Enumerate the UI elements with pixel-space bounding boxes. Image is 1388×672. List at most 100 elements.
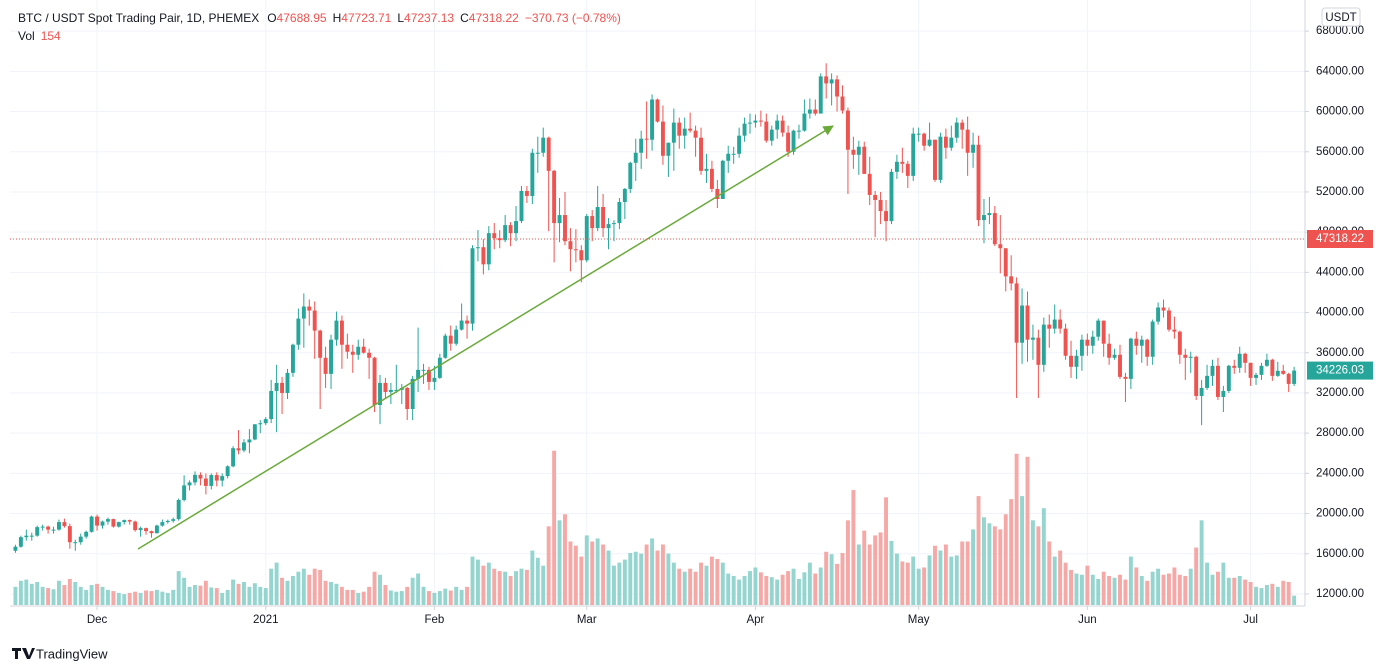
candle-body	[116, 522, 121, 527]
candle-body	[13, 546, 18, 551]
volume-bar	[318, 569, 323, 605]
y-tick-label: 28000.00	[1316, 427, 1364, 439]
volume-bar	[100, 586, 105, 605]
candle-body	[666, 142, 671, 156]
volume-bar	[193, 585, 197, 605]
volume-bar	[154, 589, 159, 605]
candle-body	[829, 79, 834, 84]
volume-bar	[465, 586, 470, 605]
candle-body	[1248, 362, 1253, 378]
volume-bar	[987, 523, 992, 605]
candle-body	[307, 306, 312, 311]
volume-bar	[89, 585, 94, 605]
volume-bar	[557, 520, 562, 605]
candle-body	[459, 320, 464, 330]
legend-value: 47237.13	[404, 11, 454, 25]
volume-bar	[492, 568, 497, 605]
candle-body	[345, 344, 350, 352]
volume-bar	[693, 571, 698, 605]
candle-body	[187, 482, 192, 486]
candle-body	[1096, 320, 1101, 337]
candle-body	[590, 216, 595, 229]
candle-body	[57, 522, 61, 530]
volume-bar	[1047, 541, 1052, 605]
legend: BTC / USDT Spot Trading Pair, 1D, PHEMEX…	[18, 11, 621, 43]
candle-body	[1194, 356, 1199, 396]
candle-body	[628, 162, 633, 189]
volume-bar	[242, 582, 246, 605]
candle-body	[361, 346, 366, 353]
candle-body	[252, 424, 257, 440]
currency-label[interactable]: USDT	[1325, 12, 1356, 24]
y-tick-label: 24000.00	[1316, 467, 1364, 479]
candle-body	[530, 152, 535, 196]
candle-body	[67, 526, 72, 543]
volume-bar	[285, 580, 290, 605]
volume-bar	[894, 553, 899, 605]
volume-bar	[1014, 453, 1019, 605]
volume-bar	[187, 586, 192, 605]
candle-body	[1139, 339, 1144, 346]
volume-bar	[443, 588, 448, 605]
legend-key: C	[460, 11, 469, 25]
candle-body	[655, 99, 660, 122]
candle-body	[524, 190, 529, 196]
candle-body	[699, 137, 703, 171]
volume-bar	[1254, 586, 1258, 605]
candle-body	[1134, 338, 1139, 346]
volume-bar	[323, 580, 328, 605]
volume-bar	[655, 550, 660, 605]
volume-bar	[350, 589, 355, 605]
volume-bar	[563, 514, 567, 605]
candle-body	[573, 249, 578, 251]
volume-bar	[786, 571, 791, 605]
volume-bar	[791, 568, 796, 605]
volume-bar	[764, 575, 769, 605]
candle-body	[149, 531, 154, 534]
candle-body	[122, 520, 127, 523]
candle-body	[356, 346, 361, 355]
volume-bar	[247, 586, 252, 605]
volume-bar	[29, 583, 34, 605]
volume-bar	[546, 526, 551, 605]
volume-bar	[122, 594, 127, 605]
legend-value: 47688.95	[277, 11, 327, 25]
volume-bar	[1123, 579, 1128, 605]
y-tick-label: 16000.00	[1316, 548, 1364, 560]
volume-bar	[437, 591, 442, 605]
volume-bar	[1248, 582, 1253, 605]
candle-body	[726, 153, 731, 161]
candle-body	[503, 225, 508, 241]
volume-bar	[116, 592, 121, 605]
brand-name[interactable]: TradingView	[36, 646, 108, 661]
candle-body	[1156, 307, 1161, 322]
volume-bar	[1226, 577, 1231, 605]
volume-bar	[1156, 568, 1161, 605]
volume-bar	[24, 579, 29, 605]
candle-body	[465, 320, 470, 324]
candle-body	[1221, 390, 1226, 397]
candle-body	[960, 122, 965, 130]
volume-bar	[644, 544, 649, 605]
volume-bar	[1030, 520, 1035, 605]
volume-bar	[905, 562, 910, 605]
volume-bar	[410, 577, 415, 605]
volume-bar	[182, 577, 187, 605]
candle-body	[922, 133, 927, 146]
volume-bar	[976, 496, 981, 605]
x-tick-label: Jul	[1243, 614, 1258, 626]
volume-bar	[1188, 568, 1193, 605]
y-tick-label: 20000.00	[1316, 508, 1364, 520]
volume-bar	[1128, 556, 1133, 605]
volume-bar	[900, 561, 905, 605]
x-tick-label: May	[908, 614, 930, 626]
volume-bar	[378, 574, 382, 605]
volume-bar	[840, 552, 845, 605]
volume-bar	[470, 556, 475, 605]
candle-body	[454, 329, 459, 344]
currency-box[interactable]	[1321, 7, 1361, 27]
candle-body	[1107, 343, 1112, 358]
candle-body	[606, 224, 611, 229]
candle-body	[383, 382, 388, 392]
